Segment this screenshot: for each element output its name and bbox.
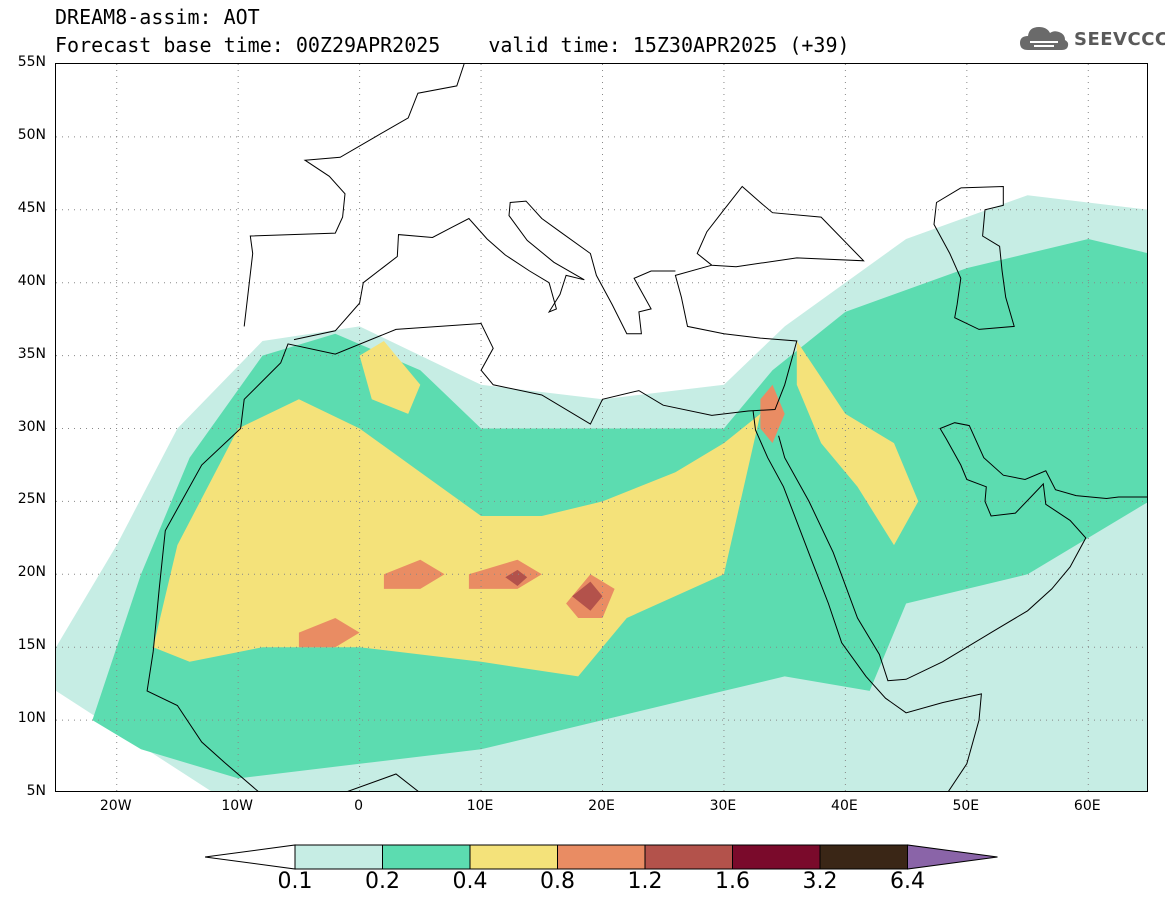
graticule-layer [56,64,1147,791]
lat-label-15N: 15N [17,637,46,654]
lat-label-30N: 30N [17,418,46,435]
coastline-0 [152,185,865,652]
colorbar-swatch-3 [469,844,558,870]
chart-title: DREAM8-assim: AOT [55,5,260,29]
colorbar-swatch-6 [732,844,821,870]
coastline-1 [243,64,465,327]
lat-label-50N: 50N [17,126,46,143]
cloud-icon [1020,27,1069,50]
aot-region-0.8-5 [298,618,360,648]
valid-time-label: valid time: 15Z30APR2025 (+39) [488,33,850,57]
colorbar-label-0.2: 0.2 [365,869,400,894]
colorbar-low-arrow [205,844,296,870]
lat-label-25N: 25N [17,491,46,508]
lon-label-20E: 20E [588,798,615,814]
colorbar [205,844,998,870]
seevccc-logo: SEEVCCC [1018,22,1165,56]
lon-label-50E: 50E [952,798,980,814]
colorbar-label-0.4: 0.4 [452,869,488,894]
aot-region-0.8-6 [383,559,445,589]
coastline-5 [146,651,419,791]
colorbar-high-arrow [907,844,998,870]
aot-region-1.2-10 [572,581,603,611]
lon-label-0: 0 [354,798,364,814]
colorbar-swatch-2 [382,844,471,870]
colorbar-label-3.2: 3.2 [802,869,838,894]
lat-label-20N: 20N [17,564,46,581]
map-svg [56,64,1147,791]
colorbar-label-0.1: 0.1 [277,869,313,894]
lon-label-10W: 10W [221,798,253,814]
colorbar-swatch-7 [819,844,908,870]
lon-label-10E: 10E [466,798,494,814]
lat-label-40N: 40N [17,272,46,289]
coastline-6 [933,185,1015,330]
lat-label-45N: 45N [17,199,46,216]
aot-region-0.8-9 [760,384,785,444]
coastline-4 [778,422,1147,682]
colorbar-label-1.2: 1.2 [627,869,663,894]
aot-region-0.4-2 [153,399,761,677]
colorbar-swatch-1 [294,844,383,870]
chart-subtitle: Forecast base time: 00Z29APR2025 valid ti… [55,34,850,56]
aot-region-0.8-7 [468,559,542,589]
colorbar-label-6.4: 6.4 [890,869,925,894]
lon-label-30E: 30E [709,798,737,814]
lon-label-40E: 40E [831,798,858,814]
lat-label-5N: 5N [26,783,46,799]
aot-region-1.2-11 [505,569,528,586]
coastline-layer [146,64,1147,791]
lon-label-20W: 20W [99,798,132,814]
lat-label-35N: 35N [17,345,46,362]
map-area [55,63,1148,792]
aot-region-0.4-4 [359,341,421,414]
base-time-label: Forecast base time: 00Z29APR2025 [55,33,441,57]
aot-region-0.4-3 [796,341,919,546]
colorbar-swatch-4 [557,844,646,870]
coastline-2 [293,200,676,341]
logo-text: SEEVCCC [1074,28,1165,50]
colorbar-label-1.6: 1.6 [715,869,750,894]
colorbar-label-0.8: 0.8 [540,869,575,894]
lon-label-60E: 60E [1073,798,1101,814]
aot-field-layer [56,195,1147,791]
lat-label-10N: 10N [17,710,46,727]
lat-label-55N: 55N [17,54,46,70]
colorbar-swatch-5 [644,844,733,870]
coastline-3 [752,410,982,791]
